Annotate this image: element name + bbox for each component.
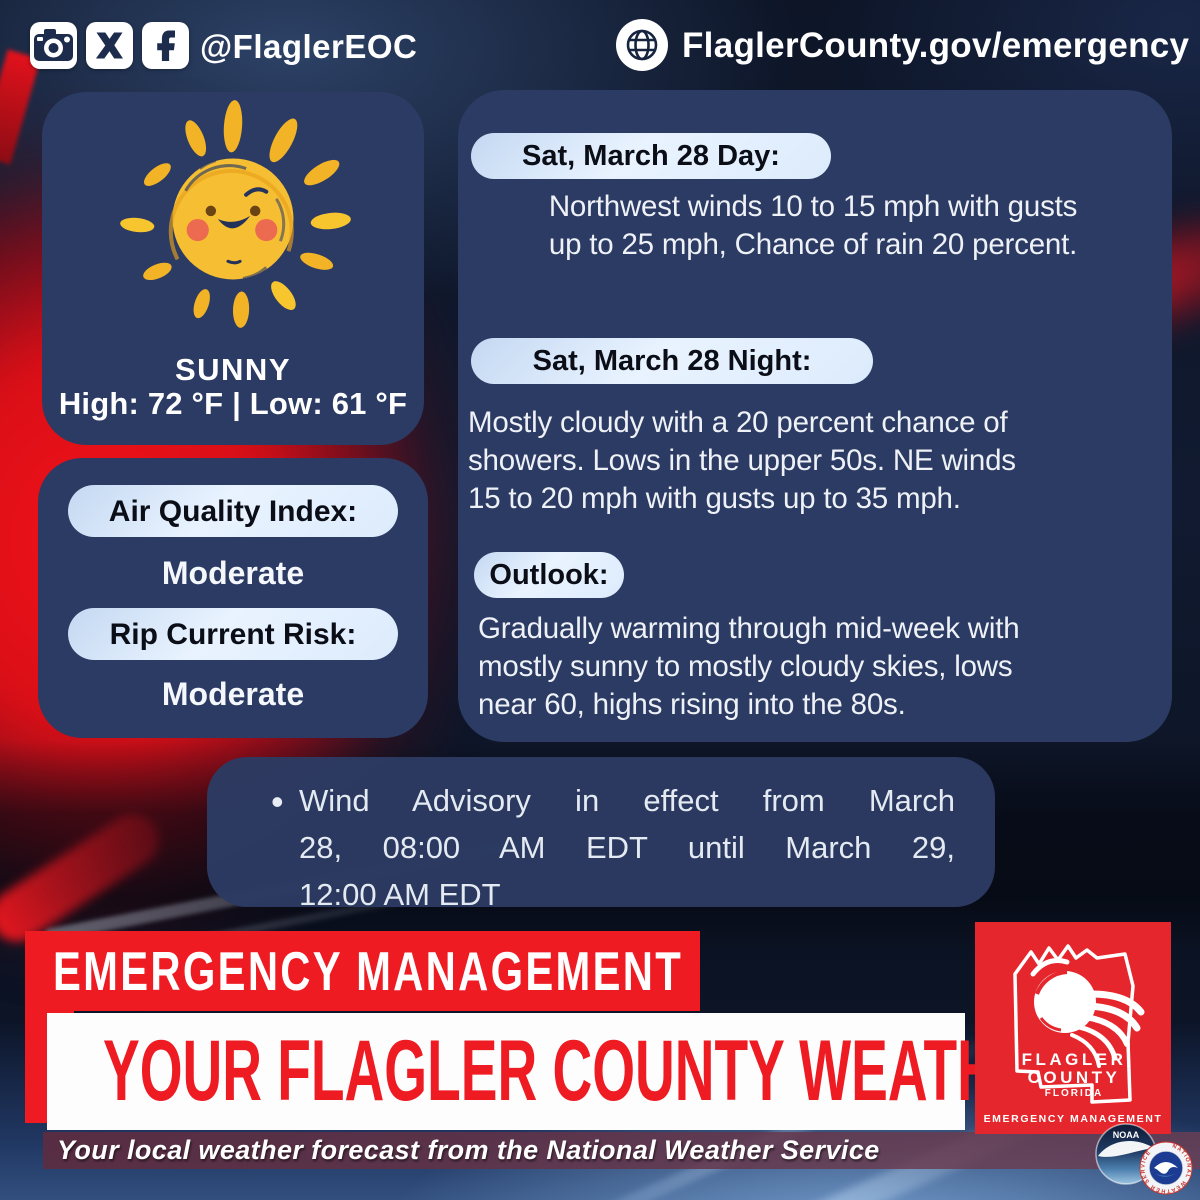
sun-icon bbox=[120, 100, 351, 328]
background-streak bbox=[0, 804, 169, 952]
air-quality-pill: Air Quality Index: bbox=[68, 485, 398, 537]
svg-text:COUNTY: COUNTY bbox=[1028, 1068, 1121, 1087]
rip-current-pill: Rip Current Risk: bbox=[68, 608, 398, 660]
advisory-card: • Wind Advisory in effect from March 28,… bbox=[207, 757, 995, 912]
emergency-management-banner: EMERGENCY MANAGEMENT bbox=[25, 931, 700, 1011]
indices-card: Air Quality Index: Moderate Rip Current … bbox=[38, 458, 428, 738]
day-forecast-text: Northwest winds 10 to 15 mph with gusts … bbox=[548, 190, 1078, 261]
bullet-point: • bbox=[271, 781, 284, 822]
night-forecast-text: Mostly cloudy with a 20 percent chance o… bbox=[468, 406, 1016, 515]
condition-label: SUNNY bbox=[174, 352, 291, 387]
flagler-county-logo: FLAGLER COUNTY FLORIDA EMERGENCY MANAGEM… bbox=[975, 922, 1171, 1134]
tagline-text: Your local weather forecast from the Nat… bbox=[57, 1135, 880, 1165]
rip-current-value: Moderate bbox=[161, 676, 305, 712]
website-url[interactable]: FlaglerCounty.gov/emergency bbox=[682, 26, 1190, 65]
x-twitter-icon[interactable] bbox=[86, 22, 133, 69]
air-quality-value: Moderate bbox=[161, 555, 305, 591]
outlook-text: Gradually warming through mid-week with … bbox=[478, 612, 1020, 721]
current-conditions-card: SUNNY High: 72 °F | Low: 61 °F bbox=[42, 92, 424, 445]
nws-logo: NATIONAL WEATHER SERVICE bbox=[1139, 1141, 1193, 1195]
svg-text:FLORIDA: FLORIDA bbox=[1045, 1088, 1103, 1099]
svg-text:FLAGLER: FLAGLER bbox=[1022, 1050, 1127, 1069]
svg-text:NOAA: NOAA bbox=[1113, 1130, 1140, 1140]
tagline-bar: Your local weather forecast from the Nat… bbox=[43, 1132, 1200, 1169]
social-handle[interactable]: @FlaglerEOC bbox=[200, 28, 418, 65]
facebook-icon[interactable] bbox=[142, 22, 189, 69]
night-forecast-pill: Sat, March 28 Night: bbox=[471, 338, 873, 384]
main-title-banner: YOUR FLAGLER COUNTY WEATHER bbox=[47, 1013, 1073, 1130]
instagram-icon[interactable] bbox=[30, 22, 77, 69]
advisory-text: Wind Advisory in effect from March 28, 0… bbox=[299, 783, 955, 912]
outlook-pill: Outlook: bbox=[474, 552, 624, 598]
emergency-management-title: EMERGENCY MANAGEMENT bbox=[53, 940, 684, 1002]
main-title: YOUR FLAGLER COUNTY WEATHER bbox=[103, 1023, 1074, 1119]
high-low-label: High: 72 °F | Low: 61 °F bbox=[58, 386, 408, 421]
globe-icon bbox=[616, 19, 668, 71]
forecast-card: Sat, March 28 Day: Northwest winds 10 to… bbox=[458, 90, 1172, 742]
day-forecast-pill: Sat, March 28 Day: bbox=[471, 133, 831, 179]
